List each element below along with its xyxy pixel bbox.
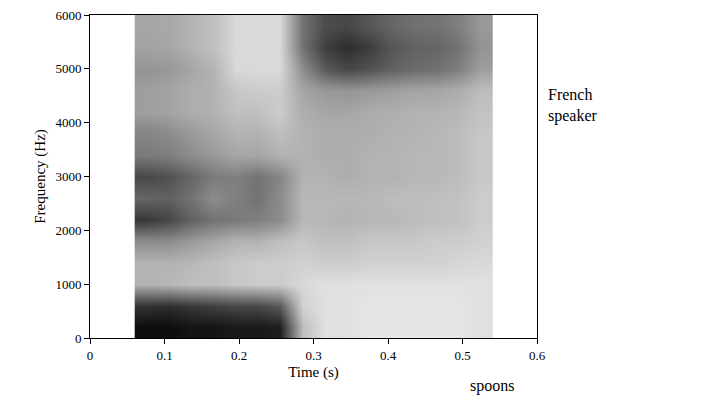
- svg-text:Time (s): Time (s): [288, 364, 339, 381]
- svg-text:spoons: spoons: [470, 377, 514, 395]
- svg-text:0.1: 0.1: [156, 348, 172, 363]
- svg-text:0.3: 0.3: [305, 348, 321, 363]
- svg-text:0: 0: [75, 331, 82, 346]
- svg-text:1000: 1000: [55, 277, 81, 292]
- svg-text:Frequency (Hz): Frequency (Hz): [32, 129, 49, 224]
- svg-text:6000: 6000: [55, 8, 81, 23]
- svg-text:0.5: 0.5: [454, 348, 470, 363]
- svg-text:Frenchspeaker: Frenchspeaker: [548, 86, 598, 125]
- svg-text:0.6: 0.6: [529, 348, 546, 363]
- svg-text:0.4: 0.4: [380, 348, 397, 363]
- svg-text:4000: 4000: [55, 115, 81, 130]
- svg-text:3000: 3000: [55, 169, 81, 184]
- svg-text:5000: 5000: [55, 61, 81, 76]
- svg-text:0.2: 0.2: [231, 348, 247, 363]
- svg-text:2000: 2000: [55, 223, 81, 238]
- svg-text:0: 0: [87, 348, 94, 363]
